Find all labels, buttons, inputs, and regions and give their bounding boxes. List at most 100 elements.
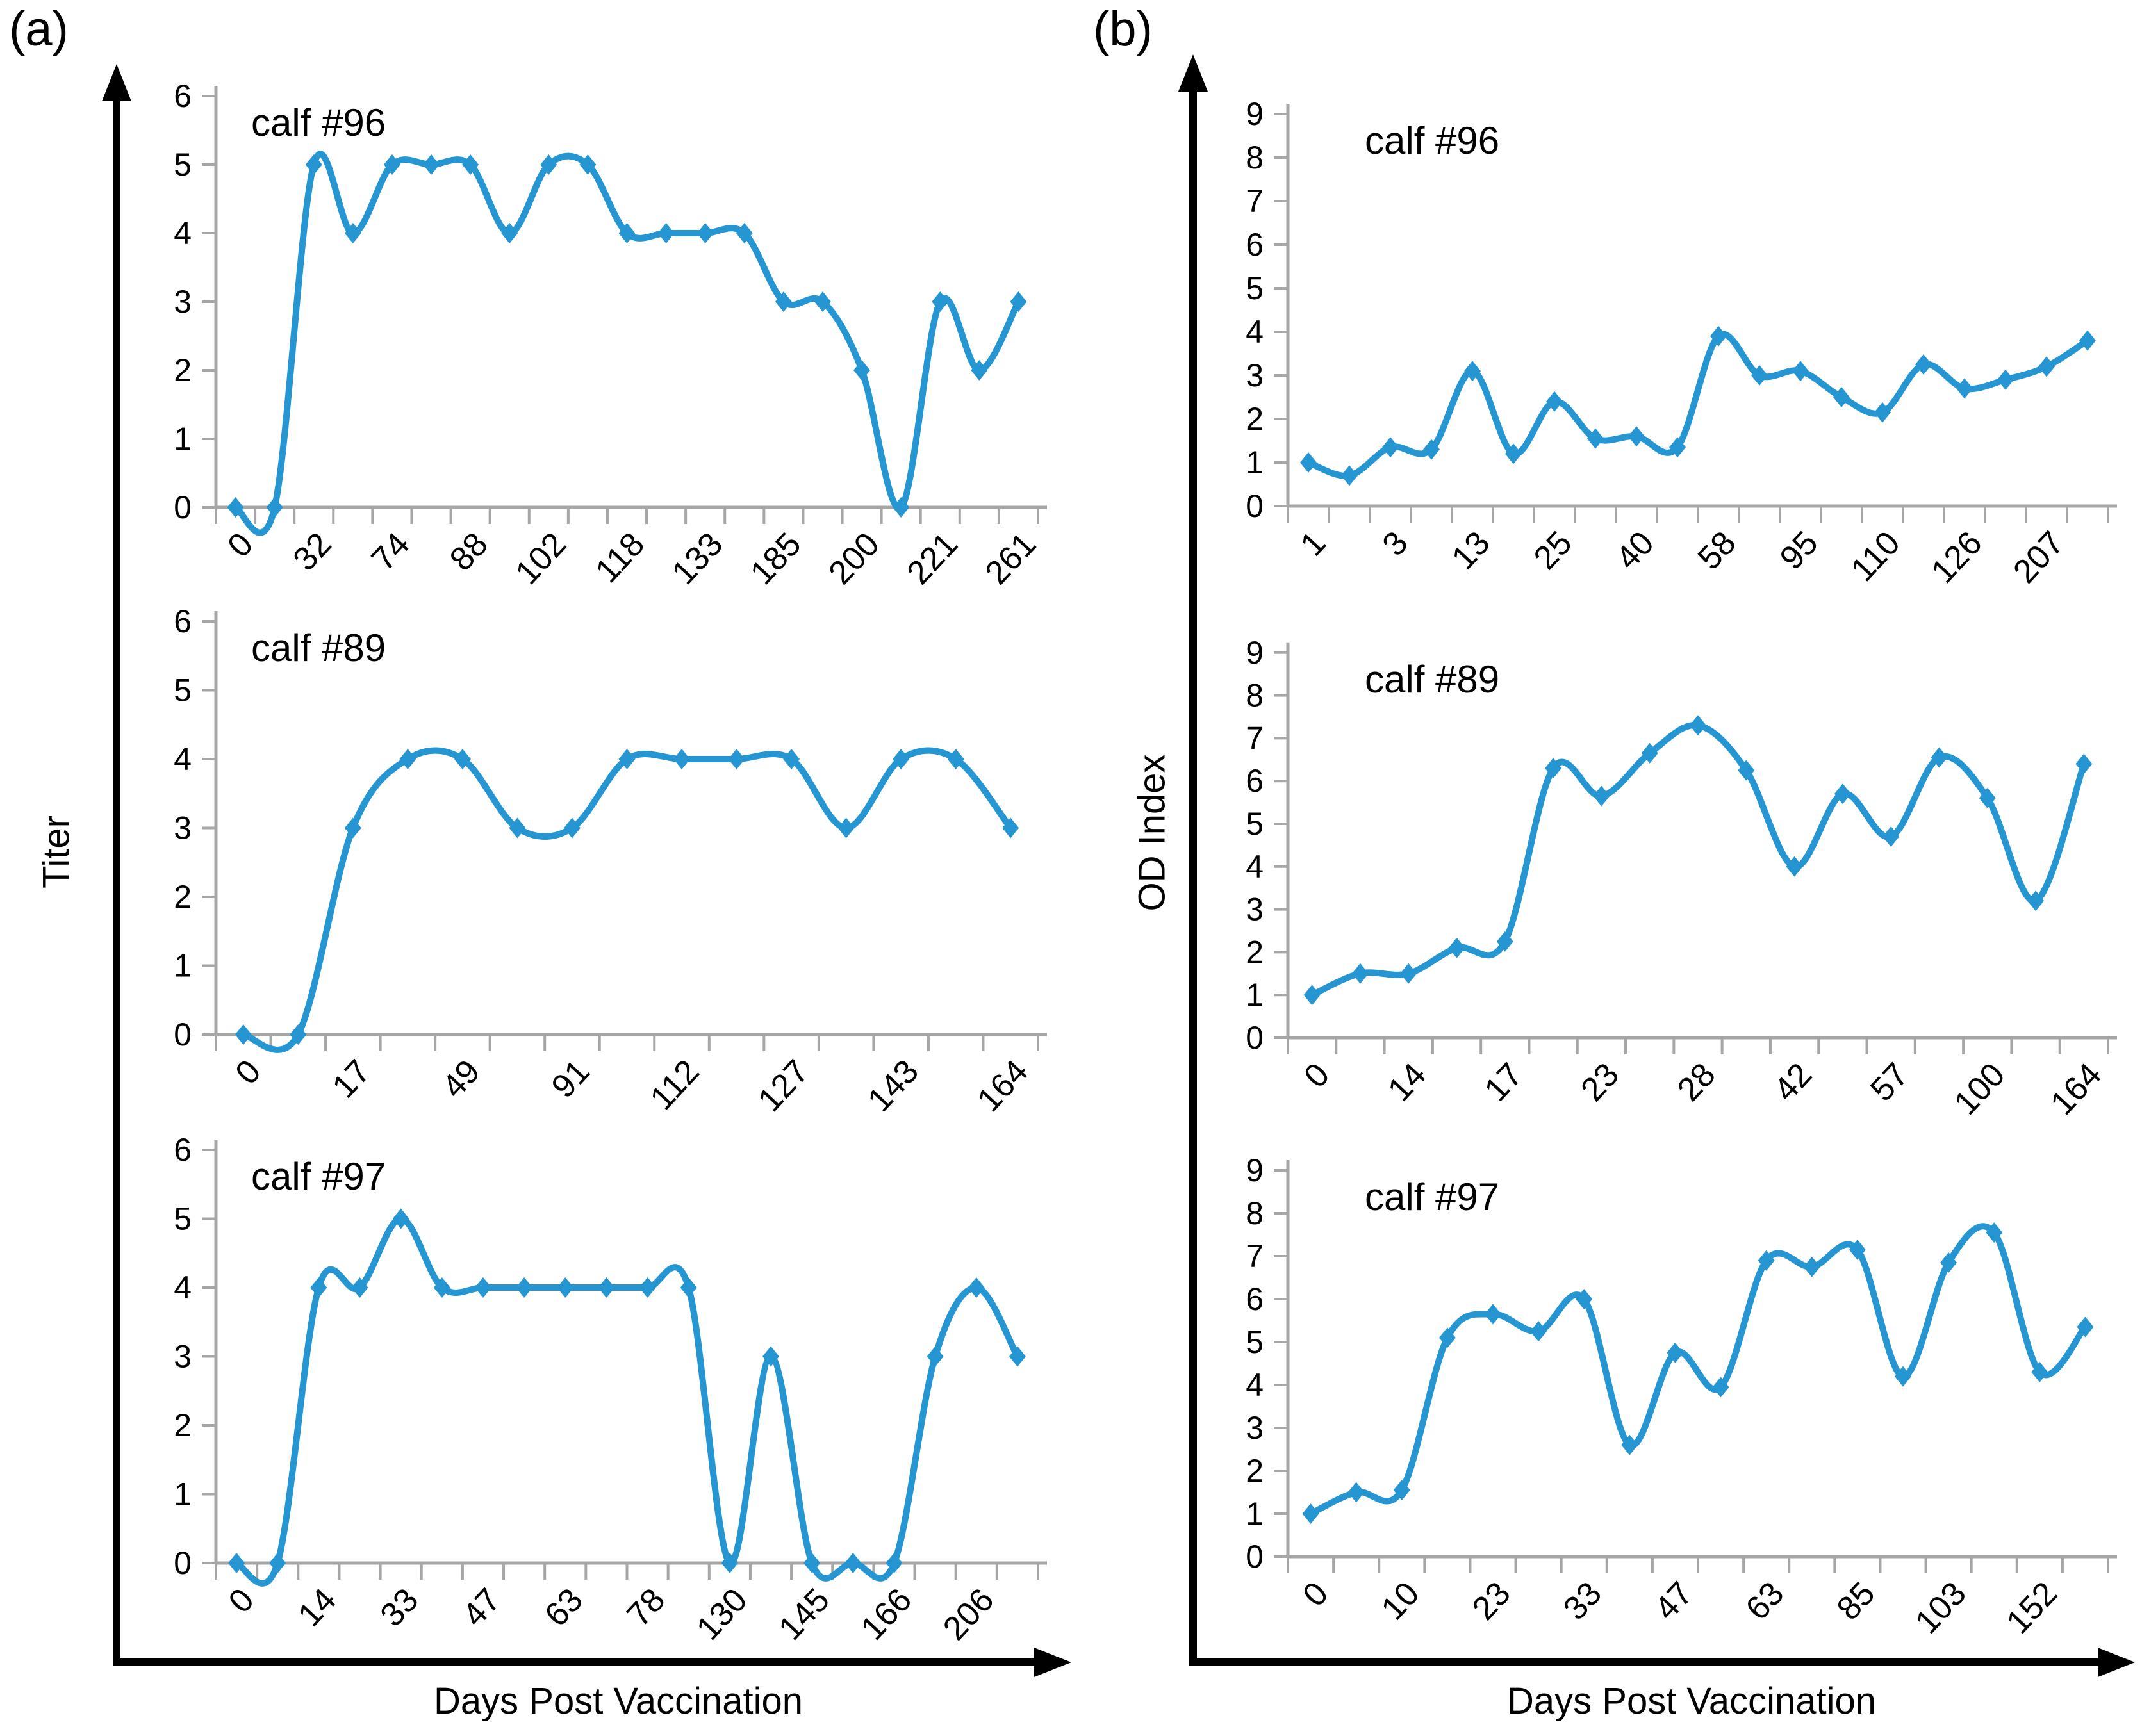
data-point-marker (290, 1024, 307, 1045)
data-point-marker (557, 1277, 574, 1298)
data-point-marker (837, 817, 855, 839)
data-point-marker (1002, 817, 1019, 839)
data-point-marker (673, 749, 691, 769)
data-point-marker (1351, 963, 1369, 984)
x-tick-label: 102 (508, 526, 573, 592)
y-tick-label: 0 (1246, 1020, 1264, 1056)
x-tick-label: 88 (443, 526, 495, 578)
y-tick-label: 2 (1246, 934, 1264, 970)
data-point-marker (1792, 361, 1809, 382)
y-tick-label: 7 (1246, 1238, 1264, 1274)
x-tick-label: 185 (743, 526, 809, 592)
y-tick-label: 6 (1246, 227, 1264, 263)
data-point-marker (454, 749, 471, 769)
x-tick-label: 0 (222, 1582, 261, 1621)
x-tick-label: 10 (1374, 1575, 1427, 1628)
x-tick-label: 49 (435, 1053, 488, 1106)
chart-title: calf #96 (1365, 119, 1499, 162)
x-tick-label: 85 (1830, 1575, 1882, 1628)
x-tick-label: 145 (771, 1582, 837, 1648)
data-point-marker (932, 291, 949, 312)
data-point-marker (1341, 465, 1358, 486)
x-axis-title-b: Days Post Vaccination (1507, 1680, 1876, 1722)
y-tick-label: 6 (174, 603, 192, 639)
y-tick-label: 1 (174, 421, 192, 457)
data-point-marker (423, 154, 440, 175)
data-point-marker (1997, 369, 2014, 390)
x-tick-label: 63 (538, 1582, 590, 1634)
data-point-marker (1758, 1250, 1775, 1271)
data-point-marker (1956, 378, 1973, 399)
data-point-marker (1587, 428, 1604, 449)
data-point-marker (2075, 753, 2093, 774)
data-point-marker (814, 291, 831, 312)
data-line (232, 151, 1022, 536)
data-point-marker (1496, 931, 1513, 952)
data-point-marker (971, 360, 988, 381)
x-tick-label: 95 (1773, 525, 1825, 577)
y-tick-label: 0 (1246, 488, 1264, 524)
data-point-marker (1545, 758, 1562, 779)
data-point-marker (927, 1346, 944, 1367)
data-point-marker (1669, 437, 1686, 458)
panel-a-label: (a) (9, 2, 69, 56)
data-point-marker (721, 1553, 738, 1573)
x-tick-label: 261 (978, 526, 1044, 592)
data-point-marker (1751, 365, 1768, 386)
y-tick-label: 7 (1246, 720, 1264, 756)
y-tick-label: 8 (1246, 140, 1264, 176)
x-axis-title-a: Days Post Vaccination (434, 1680, 803, 1722)
data-line (240, 747, 1014, 1053)
y-tick-label: 9 (1246, 1152, 1264, 1188)
data-point-marker (968, 1277, 985, 1298)
chart-title: calf #89 (251, 626, 386, 669)
data-point-marker (501, 223, 518, 243)
x-tick-label: 58 (1691, 525, 1743, 577)
data-point-marker (1530, 1321, 1547, 1342)
x-tick-label: 200 (821, 526, 887, 592)
x-tick-label: 17 (325, 1053, 378, 1106)
x-tick-label: 130 (689, 1582, 755, 1648)
data-line (1305, 331, 2091, 479)
x-tick-label: 110 (1844, 525, 1907, 589)
data-point-marker (853, 360, 871, 381)
x-tick-label: 164 (970, 1053, 1035, 1119)
x-tick-label: 3 (1376, 525, 1415, 564)
data-point-marker (266, 497, 283, 518)
data-point-marker (1786, 856, 1803, 877)
x-tick-label: 47 (1647, 1575, 1700, 1628)
y-axis-title-od-index: OD Index (1131, 754, 1173, 912)
y-tick-label: 3 (1246, 357, 1264, 393)
data-point-marker (1833, 387, 1850, 407)
data-point-marker (1712, 1377, 1729, 1398)
data-point-marker (228, 1553, 245, 1573)
y-tick-label: 4 (174, 1270, 192, 1306)
y-tick-label: 3 (1246, 892, 1264, 928)
data-point-marker (474, 1277, 491, 1298)
data-point-marker (509, 817, 526, 839)
x-tick-label: 143 (861, 1053, 926, 1119)
data-point-marker (1710, 325, 1727, 347)
data-point-marker (762, 1346, 780, 1367)
data-point-marker (1464, 361, 1481, 382)
y-axis-title-titer: Titer (35, 815, 78, 888)
panel-b-x-arrowhead-icon (2098, 1648, 2135, 1677)
y-tick-label: 1 (1246, 445, 1264, 480)
x-tick-label: 32 (286, 526, 339, 578)
y-tick-label: 2 (1246, 1453, 1264, 1489)
x-tick-label: 127 (751, 1053, 816, 1119)
data-point-marker (1940, 1252, 1957, 1273)
panel-b-axis-arrows (1178, 54, 2135, 1677)
data-point-marker (344, 817, 361, 839)
data-line (1307, 1223, 2089, 1517)
x-tick-label: 17 (1478, 1056, 1530, 1109)
data-point-marker (1803, 1256, 1820, 1277)
y-tick-label: 6 (174, 78, 192, 114)
y-tick-label: 6 (1246, 1281, 1264, 1317)
data-point-marker (399, 749, 416, 769)
